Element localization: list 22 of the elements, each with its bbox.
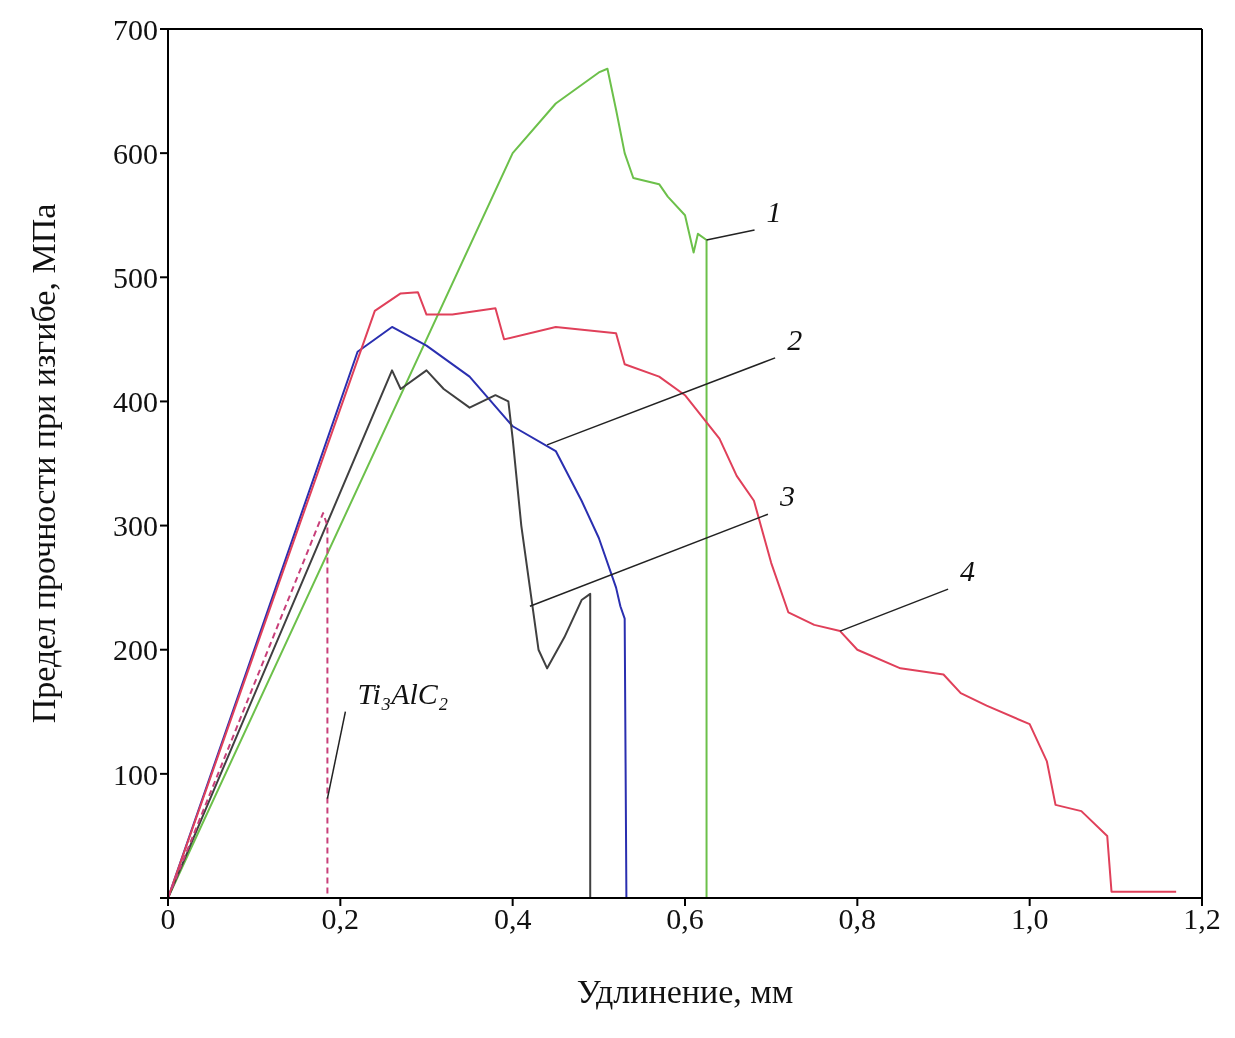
- y-tick-label: 300: [113, 509, 158, 543]
- x-tick-label: 1,2: [1183, 902, 1221, 936]
- x-tick-label: 1,0: [1010, 902, 1049, 936]
- annotation: 1: [766, 195, 782, 229]
- y-tick-label: 100: [113, 757, 158, 791]
- y-tick-label: 500: [113, 260, 158, 294]
- x-axis-title: Удлинение, мм: [576, 973, 794, 1010]
- y-tick-label: 700: [113, 12, 158, 46]
- x-tick-label: 0,8: [838, 902, 877, 936]
- y-tick-label: 600: [113, 136, 158, 170]
- x-tick-label: 0,4: [493, 902, 532, 936]
- annotation: 4: [960, 554, 976, 588]
- x-tick-label: 0,2: [321, 902, 360, 936]
- y-tick-label: 400: [113, 385, 158, 419]
- annotation: Ti₃AlC₂: [357, 676, 449, 710]
- y-axis-title: Предел прочности при изгибе, МПа: [25, 203, 63, 724]
- line-series: [168, 67, 708, 898]
- annotation: 3: [778, 479, 795, 513]
- y-tick-label: 200: [113, 633, 158, 667]
- annotation: 2: [787, 322, 803, 356]
- x-tick-label: 0,6: [666, 902, 704, 936]
- x-tick-label: 0: [160, 902, 176, 936]
